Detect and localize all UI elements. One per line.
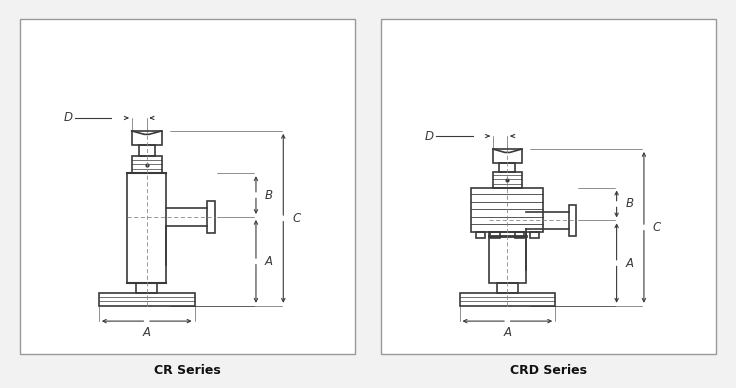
Bar [138, 145, 155, 156]
Bar [500, 163, 515, 172]
Text: D: D [425, 130, 434, 142]
Bar [475, 232, 485, 238]
Bar [132, 131, 162, 145]
Text: A: A [626, 256, 634, 270]
Text: C: C [292, 212, 300, 225]
Bar [489, 232, 526, 283]
Bar [493, 172, 522, 188]
Bar [493, 149, 522, 163]
Bar [497, 283, 517, 293]
Bar [99, 293, 194, 306]
Bar [529, 232, 539, 238]
Text: B: B [626, 197, 634, 211]
Bar [490, 232, 500, 238]
Bar [515, 232, 525, 238]
Bar [136, 282, 157, 293]
Text: A: A [265, 255, 273, 268]
Bar [132, 156, 162, 173]
Text: CR Series: CR Series [155, 364, 221, 377]
Text: A: A [503, 326, 512, 339]
Bar [569, 205, 576, 236]
Text: C: C [653, 221, 661, 234]
Bar [208, 201, 215, 233]
Bar [127, 173, 166, 282]
Bar [459, 293, 555, 306]
Text: CRD Series: CRD Series [510, 364, 587, 377]
Text: D: D [64, 111, 73, 125]
Text: B: B [265, 189, 273, 202]
Bar [472, 188, 543, 232]
Text: A: A [143, 326, 151, 339]
